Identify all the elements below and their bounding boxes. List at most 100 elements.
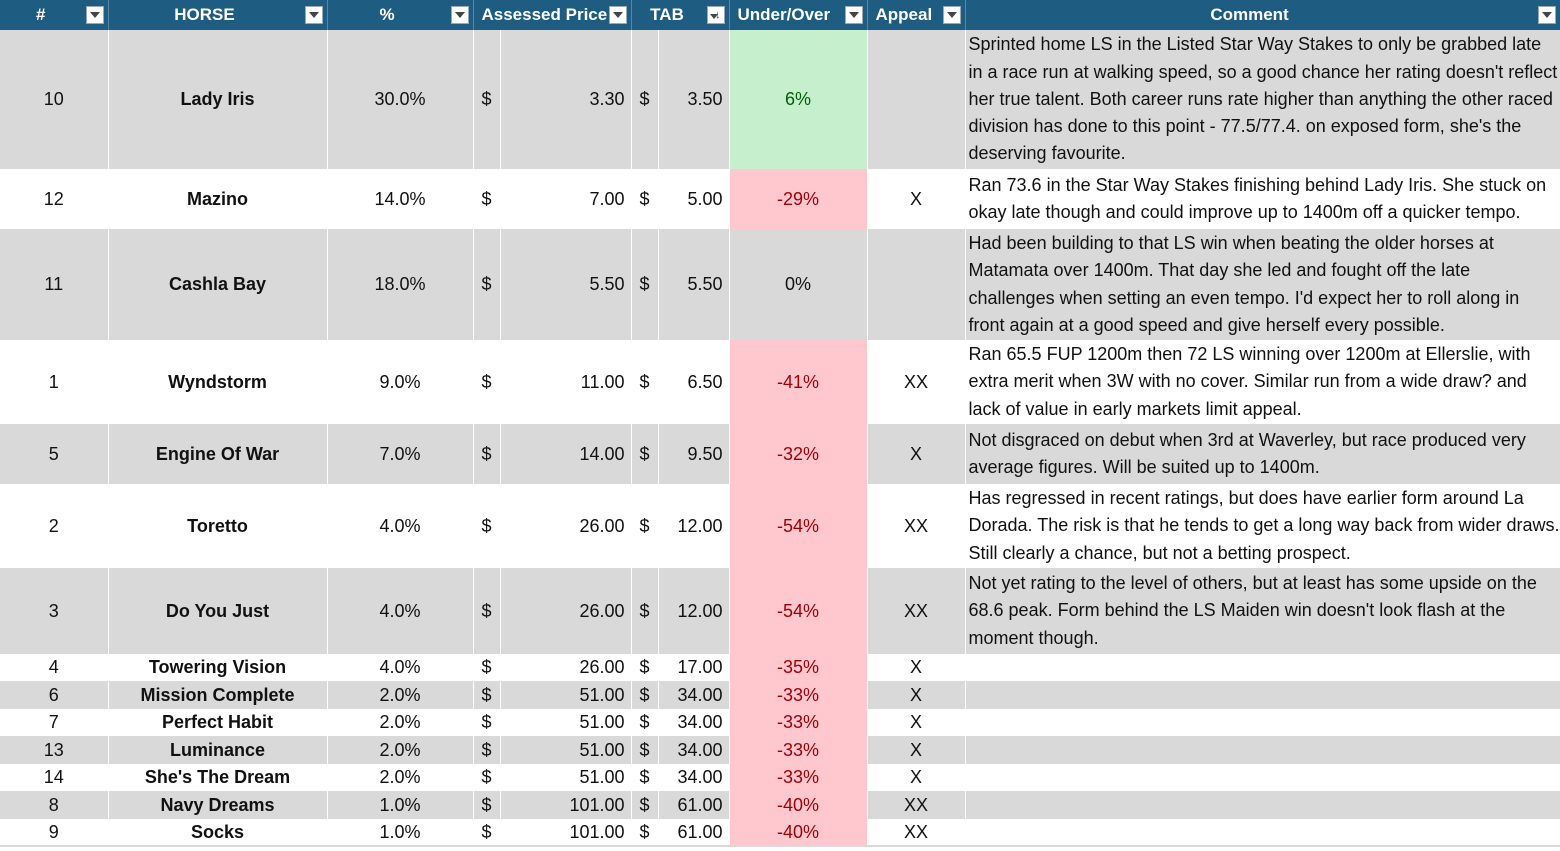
- cell-number[interactable]: 5: [0, 424, 109, 484]
- cell-under-over[interactable]: -54%: [729, 568, 868, 654]
- cell-tab-price[interactable]: 34.00: [658, 681, 730, 709]
- cell-horse-name[interactable]: Socks: [108, 819, 328, 847]
- cell-percent[interactable]: 1.0%: [327, 819, 474, 847]
- cell-assessed-price[interactable]: 26.00: [500, 568, 632, 654]
- cell-tab-price[interactable]: 34.00: [658, 764, 730, 791]
- cell-tab-price[interactable]: 12.00: [658, 568, 730, 654]
- cell-assessed-price[interactable]: 7.00: [500, 169, 632, 229]
- table-row[interactable]: 2 Toretto 4.0% $26.00 $12.00 -54% XX Has regres…: [0, 484, 1560, 568]
- table-row[interactable]: 1 Wyndstorm 9.0% $11.00 $6.50 -41% XX Ran 65.5 …: [0, 340, 1560, 424]
- cell-tab-currency[interactable]: $: [631, 819, 659, 847]
- cell-tab-currency[interactable]: $: [631, 791, 659, 819]
- cell-appeal[interactable]: X: [867, 736, 966, 764]
- cell-tab-price[interactable]: 12.00: [658, 484, 730, 568]
- cell-number[interactable]: 9: [0, 819, 109, 847]
- cell-horse-name[interactable]: Navy Dreams: [108, 791, 328, 819]
- filter-dropdown-icon[interactable]: [942, 6, 961, 24]
- cell-tab-currency[interactable]: $: [631, 30, 659, 169]
- cell-number[interactable]: 4: [0, 654, 109, 681]
- cell-horse-name[interactable]: Toretto: [108, 484, 328, 568]
- cell-percent[interactable]: 30.0%: [327, 30, 474, 169]
- filter-dropdown-icon[interactable]: [85, 6, 104, 24]
- cell-comment[interactable]: [965, 681, 1560, 709]
- cell-assessed-currency[interactable]: $: [473, 791, 501, 819]
- cell-horse-name[interactable]: Do You Just: [108, 568, 328, 654]
- table-row[interactable]: 14 She's The Dream 2.0% $51.00 $34.00 -33% X: [0, 764, 1560, 791]
- filter-dropdown-icon[interactable]: [304, 6, 323, 24]
- cell-appeal[interactable]: X: [867, 169, 966, 229]
- filter-dropdown-icon[interactable]: [608, 6, 627, 24]
- cell-comment[interactable]: Sprinted home LS in the Listed Star Way …: [965, 30, 1560, 169]
- cell-appeal[interactable]: XX: [867, 819, 966, 847]
- cell-number[interactable]: 1: [0, 340, 109, 424]
- cell-assessed-currency[interactable]: $: [473, 736, 501, 764]
- table-row[interactable]: 11 Cashla Bay 18.0% $5.50 $5.50 0% Had been bu…: [0, 229, 1560, 340]
- table-row[interactable]: 7 Perfect Habit 2.0% $51.00 $34.00 -33% X: [0, 709, 1560, 736]
- cell-percent[interactable]: 2.0%: [327, 736, 474, 764]
- cell-percent[interactable]: 2.0%: [327, 764, 474, 791]
- cell-tab-price[interactable]: 9.50: [658, 424, 730, 484]
- cell-under-over[interactable]: -33%: [729, 709, 868, 736]
- cell-tab-currency[interactable]: $: [631, 229, 659, 340]
- cell-assessed-currency[interactable]: $: [473, 681, 501, 709]
- cell-tab-currency[interactable]: $: [631, 169, 659, 229]
- cell-assessed-price[interactable]: 51.00: [500, 764, 632, 791]
- cell-tab-currency[interactable]: $: [631, 681, 659, 709]
- table-row[interactable]: 4 Towering Vision 4.0% $26.00 $17.00 -35% X: [0, 654, 1560, 681]
- cell-tab-currency[interactable]: $: [631, 764, 659, 791]
- cell-tab-price[interactable]: 5.50: [658, 229, 730, 340]
- cell-assessed-currency[interactable]: $: [473, 764, 501, 791]
- cell-tab-price[interactable]: 3.50: [658, 30, 730, 169]
- cell-number[interactable]: 12: [0, 169, 109, 229]
- cell-under-over[interactable]: 0%: [729, 229, 868, 340]
- cell-tab-currency[interactable]: $: [631, 654, 659, 681]
- cell-under-over[interactable]: -35%: [729, 654, 868, 681]
- cell-under-over[interactable]: -41%: [729, 340, 868, 424]
- cell-appeal[interactable]: XX: [867, 568, 966, 654]
- cell-assessed-price[interactable]: 101.00: [500, 819, 632, 847]
- cell-number[interactable]: 2: [0, 484, 109, 568]
- column-header-appeal[interactable]: Appeal: [867, 0, 966, 30]
- cell-assessed-price[interactable]: 5.50: [500, 229, 632, 340]
- cell-assessed-price[interactable]: 51.00: [500, 681, 632, 709]
- cell-comment[interactable]: [965, 709, 1560, 736]
- column-header-number[interactable]: #: [0, 0, 109, 30]
- cell-assessed-price[interactable]: 26.00: [500, 484, 632, 568]
- cell-assessed-currency[interactable]: $: [473, 169, 501, 229]
- cell-assessed-currency[interactable]: $: [473, 819, 501, 847]
- cell-appeal[interactable]: [867, 30, 966, 169]
- cell-under-over[interactable]: -40%: [729, 791, 868, 819]
- cell-comment[interactable]: Has regressed in recent ratings, but doe…: [965, 484, 1560, 568]
- cell-under-over[interactable]: -32%: [729, 424, 868, 484]
- cell-number[interactable]: 14: [0, 764, 109, 791]
- cell-assessed-price[interactable]: 51.00: [500, 709, 632, 736]
- cell-appeal[interactable]: X: [867, 764, 966, 791]
- filter-dropdown-icon[interactable]: [844, 6, 863, 24]
- cell-horse-name[interactable]: Engine Of War: [108, 424, 328, 484]
- table-row[interactable]: 5 Engine Of War 7.0% $14.00 $9.50 -32% X Not di…: [0, 424, 1560, 484]
- cell-appeal[interactable]: X: [867, 424, 966, 484]
- table-row[interactable]: 6 Mission Complete 2.0% $51.00 $34.00 -33% X: [0, 681, 1560, 709]
- cell-tab-price[interactable]: 34.00: [658, 709, 730, 736]
- cell-assessed-currency[interactable]: $: [473, 568, 501, 654]
- cell-assessed-price[interactable]: 14.00: [500, 424, 632, 484]
- table-row[interactable]: 13 Luminance 2.0% $51.00 $34.00 -33% X: [0, 736, 1560, 764]
- cell-assessed-currency[interactable]: $: [473, 484, 501, 568]
- cell-number[interactable]: 6: [0, 681, 109, 709]
- column-header-tab[interactable]: TAB ↓: [631, 0, 730, 30]
- column-header-horse[interactable]: HORSE: [108, 0, 328, 30]
- cell-under-over[interactable]: -33%: [729, 736, 868, 764]
- cell-tab-price[interactable]: 61.00: [658, 791, 730, 819]
- cell-horse-name[interactable]: Luminance: [108, 736, 328, 764]
- cell-horse-name[interactable]: Lady Iris: [108, 30, 328, 169]
- cell-horse-name[interactable]: Mazino: [108, 169, 328, 229]
- cell-percent[interactable]: 2.0%: [327, 681, 474, 709]
- column-header-percent[interactable]: %: [327, 0, 474, 30]
- cell-percent[interactable]: 4.0%: [327, 484, 474, 568]
- cell-comment[interactable]: [965, 791, 1560, 819]
- cell-tab-price[interactable]: 34.00: [658, 736, 730, 764]
- cell-tab-price[interactable]: 6.50: [658, 340, 730, 424]
- cell-percent[interactable]: 4.0%: [327, 654, 474, 681]
- cell-tab-price[interactable]: 17.00: [658, 654, 730, 681]
- cell-appeal[interactable]: XX: [867, 791, 966, 819]
